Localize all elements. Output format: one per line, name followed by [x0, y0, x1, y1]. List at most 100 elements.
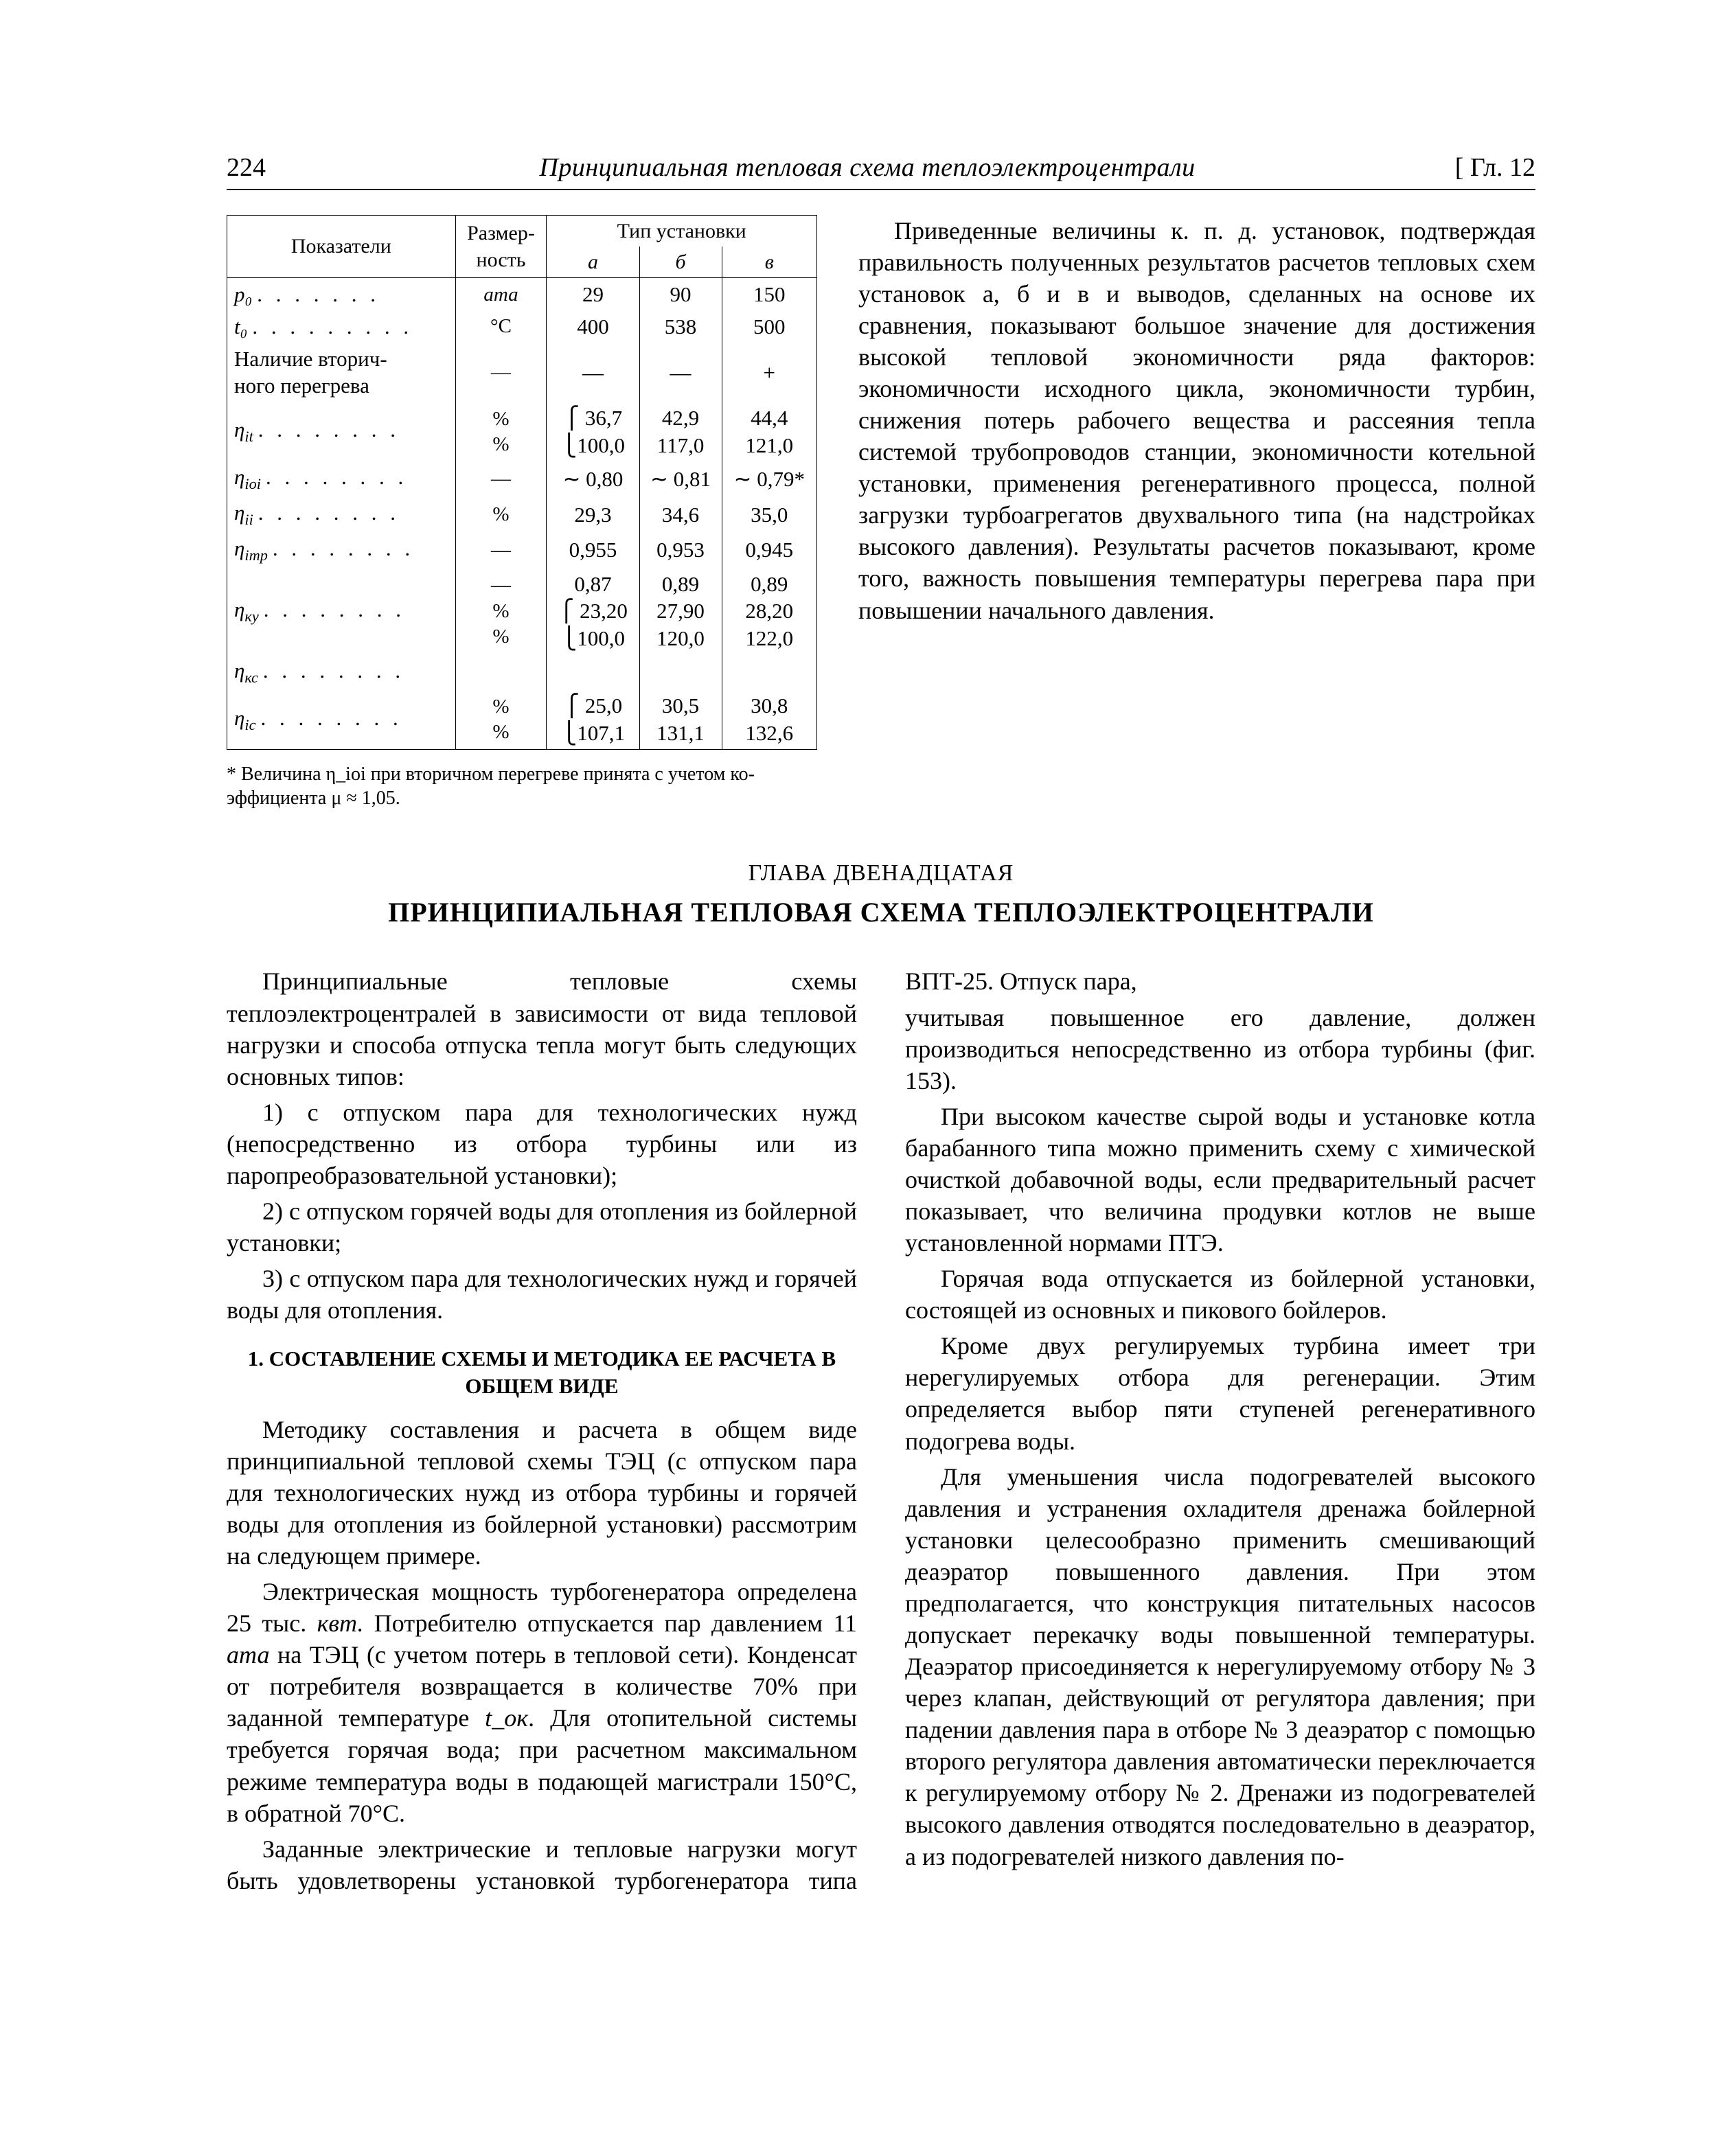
cell: 29 [547, 278, 639, 310]
row-label: p₀ [234, 282, 252, 306]
row-unit: % % [455, 689, 547, 749]
row-unit: — % % [455, 568, 547, 654]
dots: . . . . . . . . [259, 417, 400, 441]
row-label: t₀ [234, 314, 247, 339]
paragraph: 2) с отпуском горячей воды для отопления… [227, 1195, 857, 1259]
cell: 29,3 [547, 496, 639, 532]
cell: ∼ 0,80 [547, 461, 639, 496]
chapter-title: ГЛАВА ДВЕНАДЦАТАЯ ПРИНЦИПИАЛЬНАЯ ТЕПЛОВА… [227, 858, 1535, 930]
dots: . . . . . . . [258, 282, 380, 306]
table-row: ηimp . . . . . . . . — 0,955 0,953 0,945 [227, 532, 817, 568]
row-unit: — [455, 461, 547, 496]
paragraph: Для уменьшения числа подогревателей высо… [905, 1461, 1535, 1872]
row-unit: — [455, 532, 547, 568]
cell: 500 [722, 310, 816, 343]
dots: . . . . . . . . [266, 465, 408, 489]
paragraph: Горячая вода отпускается из бойлерной ус… [905, 1263, 1535, 1326]
table-footnote: * Величина η_ioi при вторичном перегреве… [227, 762, 817, 810]
row-unit: °С [455, 310, 547, 343]
dots: . . . . . . . . [261, 706, 402, 730]
cell: — [639, 343, 722, 402]
row-unit: % [455, 496, 547, 532]
cell: ⎧ 36,7 ⎩100,0 [547, 402, 639, 461]
paragraph: 1) с отпуском пара для технологических н… [227, 1097, 857, 1191]
row-label: η [234, 417, 244, 441]
chapter-line-2: ПРИНЦИПИАЛЬНАЯ ТЕПЛОВАЯ СХЕМА ТЕПЛОЭЛЕКТ… [227, 895, 1535, 930]
row-unit: — [455, 343, 547, 402]
row-label: η [234, 536, 244, 560]
table-row: Наличие вторич- ного перегрева — — — + [227, 343, 817, 402]
cell: 150 [722, 278, 816, 310]
dots: . . . . . . . . [264, 597, 405, 621]
paragraph: Приведенные величины к. п. д. установок,… [858, 215, 1535, 626]
table-block: Показатели Размер- ность Тип установки а… [227, 215, 817, 810]
cell: 0,87 ⎧ 23,20 ⎩100,0 [547, 568, 639, 654]
table-row: t₀ . . . . . . . . . °С 400 538 500 [227, 310, 817, 343]
table-row: ηку . . . . . . . . — % % 0,87 ⎧ 23,20 ⎩… [227, 568, 817, 654]
cell: 0,955 [547, 532, 639, 568]
page-header: 224 Принципиальная тепловая схема теплоэ… [227, 151, 1535, 190]
paragraph: При высоком качестве сырой воды и устано… [905, 1101, 1535, 1259]
table-row: ηit . . . . . . . . % % ⎧ 36,7 ⎩100,0 42… [227, 402, 817, 461]
cell: + [722, 343, 816, 402]
dots: . . . . . . . . [264, 658, 405, 683]
cell: 0,89 28,20 122,0 [722, 568, 816, 654]
cell: 0,953 [639, 532, 722, 568]
row-label: η [234, 658, 244, 683]
cell: 400 [547, 310, 639, 343]
cell: 538 [639, 310, 722, 343]
section-heading: 1. СОСТАВЛЕНИЕ СХЕМЫ И МЕТОДИКА ЕЕ РАСЧЕ… [227, 1345, 857, 1399]
cell [547, 654, 639, 690]
paragraph: 3) с отпуском пара для технологических н… [227, 1263, 857, 1326]
row-label: Наличие вторич- ного перегрева [227, 343, 456, 402]
table-row: ηкс . . . . . . . . [227, 654, 817, 690]
cell: 30,8 132,6 [722, 689, 816, 749]
row-unit: % % [455, 402, 547, 461]
body-columns: Принципиальные тепловые схемы теплоэлект… [227, 965, 1535, 1896]
cell: ∼ 0,81 [639, 461, 722, 496]
cell: 0,945 [722, 532, 816, 568]
dots: . . . . . . . . . [253, 314, 413, 339]
cell: ⎧ 25,0 ⎩107,1 [547, 689, 639, 749]
table-row: ηic . . . . . . . . % % ⎧ 25,0 ⎩107,1 30… [227, 689, 817, 749]
cell: 30,5 131,1 [639, 689, 722, 749]
row-label: η [234, 465, 244, 489]
paragraph: учитывая повышенное его давление, должен… [905, 1002, 1535, 1097]
cell: ∼ 0,79* [722, 461, 816, 496]
cell: 0,89 27,90 120,0 [639, 568, 722, 654]
cell [722, 654, 816, 690]
th-col-v: в [722, 246, 816, 278]
table-body: p₀ . . . . . . . ата 29 90 150 t₀ . . . … [227, 278, 817, 749]
cell: 44,4 121,0 [722, 402, 816, 461]
cell: 34,6 [639, 496, 722, 532]
cell [639, 654, 722, 690]
data-table: Показатели Размер- ность Тип установки а… [227, 215, 817, 750]
row-label: η [234, 706, 244, 730]
table-row: p₀ . . . . . . . ата 29 90 150 [227, 278, 817, 310]
th-dimension: Размер- ность [455, 215, 547, 278]
cell: — [547, 343, 639, 402]
paragraph: Электрическая мощность турбогенератора о… [227, 1576, 857, 1829]
row-unit: ата [455, 278, 547, 310]
paragraph: Методику составления и расчета в общем в… [227, 1414, 857, 1572]
th-group: Тип установки [547, 215, 817, 246]
chapter-line-1: ГЛАВА ДВЕНАДЦАТАЯ [227, 858, 1535, 888]
th-col-a: а [547, 246, 639, 278]
th-col-b: б [639, 246, 722, 278]
row-label: η [234, 597, 244, 621]
dots: . . . . . . . . [259, 501, 400, 525]
dots: . . . . . . . . [273, 536, 415, 560]
chapter-marker: [ Гл. 12 [1426, 151, 1535, 185]
paragraph: Принципиальные тепловые схемы теплоэлект… [227, 965, 857, 1092]
upper-right-text: Приведенные величины к. п. д. установок,… [858, 215, 1535, 810]
cell: 90 [639, 278, 722, 310]
table-row: ηii . . . . . . . . % 29,3 34,6 35,0 [227, 496, 817, 532]
th-indicators: Показатели [227, 215, 456, 278]
page-number: 224 [227, 151, 309, 185]
page: 224 Принципиальная тепловая схема теплоэ… [0, 0, 1714, 2156]
upper-block: Показатели Размер- ность Тип установки а… [227, 215, 1535, 810]
paragraph: Кроме двух регулируемых турбина имеет тр… [905, 1330, 1535, 1456]
running-title: Принципиальная тепловая схема теплоэлект… [309, 151, 1426, 185]
cell: 42,9 117,0 [639, 402, 722, 461]
row-label: η [234, 501, 244, 525]
